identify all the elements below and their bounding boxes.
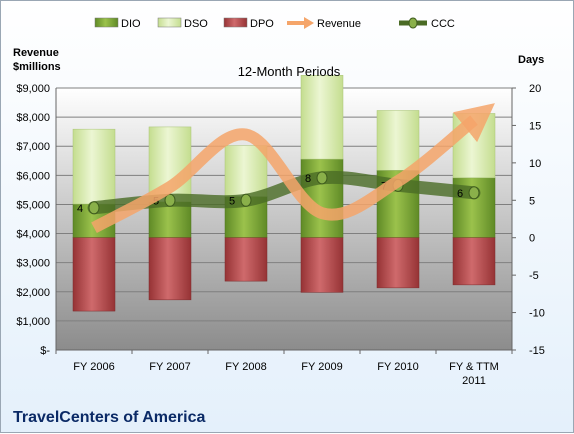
legend-swatch-dio xyxy=(94,17,119,28)
left-tick-label: $6,000 xyxy=(16,170,50,182)
dpo-bar xyxy=(300,237,344,293)
category-label: FY 2010 xyxy=(377,361,418,373)
dso-bar xyxy=(376,110,420,171)
dpo-bar xyxy=(452,237,496,286)
ccc-marker xyxy=(164,193,176,207)
left-tick-label: $9,000 xyxy=(16,83,50,95)
right-tick-label: 20 xyxy=(529,83,541,95)
right-axis-title: Days xyxy=(518,54,544,66)
left-tick-label: $4,000 xyxy=(16,229,50,241)
chart-title: 12-Month Periods xyxy=(238,64,341,79)
right-tick-label: 0 xyxy=(529,233,535,245)
ccc-data-label: 8 xyxy=(305,173,311,185)
left-tick-label: $1,000 xyxy=(16,316,50,328)
legend-swatch-dpo xyxy=(223,17,248,28)
right-tick-label: 15 xyxy=(529,120,541,132)
dso-bar xyxy=(224,145,268,197)
dpo-bar xyxy=(72,237,116,312)
ccc-marker xyxy=(240,193,252,207)
legend-label-dpo: DPO xyxy=(250,18,274,30)
ccc-line xyxy=(87,170,481,215)
legend: DIO DSO DPO Revenue CCC xyxy=(94,17,455,30)
right-tick-label: 10 xyxy=(529,158,541,170)
legend-label-revenue: Revenue xyxy=(317,18,361,30)
ccc-marker xyxy=(468,186,480,200)
left-tick-label: $7,000 xyxy=(16,141,50,153)
revenue-series xyxy=(91,103,495,234)
ccc-data-label: 5 xyxy=(229,195,235,207)
revenue-line xyxy=(91,103,495,234)
category-label: FY & TTM xyxy=(449,361,499,373)
category-label: FY 2007 xyxy=(149,361,190,373)
ccc-data-label: 4 xyxy=(77,203,83,215)
legend-swatch-dso xyxy=(157,17,182,28)
legend-marker-ccc xyxy=(408,17,418,29)
legend-label-dio: DIO xyxy=(121,18,141,30)
axes: $- $1,000 $2,000 $3,000 $4,000 $5,000 $6,000 $7… xyxy=(16,83,545,387)
category-label: 2011 xyxy=(462,375,486,387)
left-tick-label: $- xyxy=(40,345,50,357)
dpo-bar xyxy=(376,237,420,289)
dso-bar xyxy=(300,75,344,160)
left-axis-title-line1: Revenue xyxy=(13,47,59,59)
right-tick-label: 5 xyxy=(529,195,535,207)
category-label: FY 2008 xyxy=(225,361,266,373)
left-axis-title-line2: $millions xyxy=(13,61,61,73)
left-tick-label: $8,000 xyxy=(16,112,50,124)
right-tick-label: -5 xyxy=(529,270,539,282)
legend-arrow-icon xyxy=(304,17,314,29)
legend-label-ccc: CCC xyxy=(431,18,455,30)
legend-label-dso: DSO xyxy=(184,18,208,30)
left-tick-label: $5,000 xyxy=(16,199,50,211)
category-label: FY 2009 xyxy=(301,361,342,373)
left-tick-label: $3,000 xyxy=(16,258,50,270)
company-name: TravelCenters of America xyxy=(13,409,205,426)
dso-bar xyxy=(72,128,116,205)
ccc-data-label: 6 xyxy=(457,188,463,200)
category-label: FY 2006 xyxy=(73,361,114,373)
dpo-bar xyxy=(148,237,192,301)
ccc-marker xyxy=(316,171,328,185)
dpo-bar xyxy=(224,237,268,282)
right-tick-label: -10 xyxy=(529,308,545,320)
right-tick-label: -15 xyxy=(529,345,545,357)
ccc-marker xyxy=(88,201,100,215)
left-tick-label: $2,000 xyxy=(16,287,50,299)
